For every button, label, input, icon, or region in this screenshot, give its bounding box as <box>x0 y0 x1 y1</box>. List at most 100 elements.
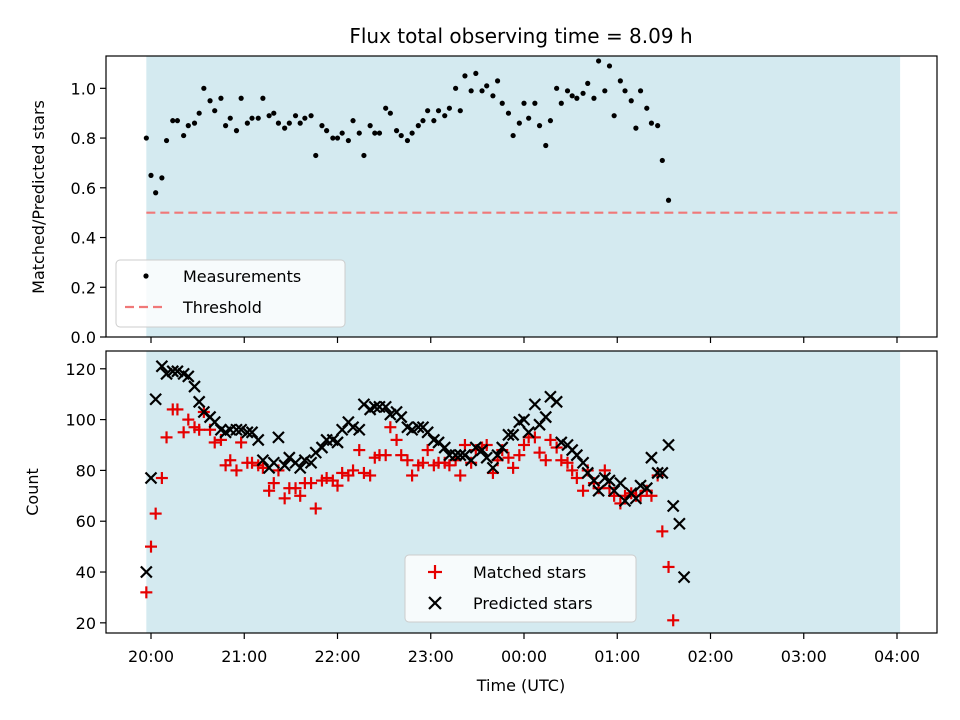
matched-star-point <box>518 439 530 451</box>
bottom-axes-frame <box>105 350 938 634</box>
predicted-star-point <box>182 370 195 383</box>
matched-star-point <box>140 586 153 599</box>
matched-star-point <box>294 489 307 502</box>
predicted-star-point <box>368 400 382 414</box>
measurement-point <box>490 93 496 99</box>
matched-star-point <box>267 477 280 490</box>
measurement-point <box>393 128 400 134</box>
predicted-star-point <box>640 481 654 495</box>
measurement-point <box>223 123 229 129</box>
matched-star-point <box>507 461 520 474</box>
top-y-ticks: 0.0 0.2 0.4 0.6 0.8 1.0 <box>71 79 106 347</box>
measurement-point <box>558 100 564 106</box>
measurement-point <box>420 118 426 124</box>
matched-star-point <box>539 454 552 467</box>
measurement-point <box>505 110 512 116</box>
x-tick-label: 22:00 <box>314 647 360 666</box>
measurement-point <box>153 190 159 196</box>
matched-star-point <box>406 469 419 482</box>
measurement-point <box>473 70 479 77</box>
legend-matched-label: Matched stars <box>473 563 586 582</box>
x-axis-label: Time (UTC) <box>476 676 565 695</box>
predicted-star-point <box>550 395 563 409</box>
measurement-point <box>387 110 393 116</box>
matched-star-point <box>320 472 333 485</box>
matched-star-point <box>256 461 269 474</box>
measurement-point <box>345 137 351 144</box>
matched-star-point <box>145 540 157 553</box>
predicted-star-point <box>677 570 691 584</box>
measurement-point <box>457 108 463 114</box>
measurement-point <box>617 78 623 84</box>
top-x-ticks <box>150 337 898 343</box>
predicted-star-point <box>144 471 158 485</box>
measurement-point <box>159 175 165 181</box>
measurement-point <box>212 108 218 114</box>
predicted-star-point <box>315 441 329 454</box>
matched-star-point <box>544 433 557 446</box>
predicted-star-point <box>645 451 658 464</box>
matched-star-point <box>502 451 515 464</box>
measurement-point <box>637 88 644 94</box>
matched-star-point <box>614 497 627 510</box>
predicted-star-point <box>272 431 285 444</box>
measurement-point <box>271 110 277 116</box>
y-tick-label: 0.2 <box>71 278 96 297</box>
matched-star-point <box>149 507 162 520</box>
measurement-point <box>404 137 411 144</box>
predicted-star-point <box>592 484 605 498</box>
measurement-point <box>628 98 634 104</box>
measurement-point <box>372 130 378 136</box>
legend-measurements-label: Measurements <box>183 267 301 286</box>
predicted-star-point <box>662 438 675 452</box>
predicted-star-point <box>506 428 520 442</box>
matched-star-point <box>570 472 583 485</box>
measurement-point <box>516 120 522 126</box>
measurement-point <box>319 123 325 129</box>
matched-star-point <box>357 466 370 479</box>
predicted-star-point <box>241 426 254 439</box>
measurement-point <box>191 120 198 126</box>
measurement-point <box>334 135 341 141</box>
measurement-point <box>665 197 672 203</box>
measurement-point <box>249 115 255 121</box>
x-tick-label: 03:00 <box>781 647 827 666</box>
measurement-point <box>286 120 292 126</box>
matched-star-point <box>656 525 669 538</box>
legend-predicted-marker <box>428 596 442 610</box>
predicted-star-point <box>278 459 291 472</box>
measurement-point <box>591 95 597 101</box>
matched-star-point <box>416 456 429 469</box>
matched-star-point <box>305 477 318 490</box>
predicted-star-point <box>576 456 590 470</box>
measurement-point <box>255 115 261 121</box>
predicted-star-point <box>629 492 643 505</box>
measurement-point <box>415 123 421 129</box>
measurement-point <box>302 115 308 121</box>
predicted-star-point <box>394 410 408 424</box>
measurement-point <box>585 80 591 86</box>
measurement-point <box>655 123 661 129</box>
matched-star-point <box>528 431 541 444</box>
predicted-star-point <box>614 476 627 490</box>
predicted-star-point <box>475 443 489 457</box>
predicted-star-point <box>491 448 504 462</box>
matched-star-point <box>533 446 546 459</box>
top-y-axis-label: Matched/Predicted stars <box>29 100 48 294</box>
matched-star-point <box>513 449 526 462</box>
measurement-point <box>442 113 448 119</box>
measurement-point <box>569 93 575 99</box>
y-tick-label: 100 <box>65 411 96 430</box>
measurement-point <box>148 172 154 178</box>
predicted-star-point <box>480 451 493 464</box>
matched-star-point <box>224 454 237 467</box>
measurement-point <box>468 88 474 94</box>
measurement-point <box>479 88 485 94</box>
predicted-star-point <box>166 365 180 378</box>
legend-threshold-label: Threshold <box>182 298 262 317</box>
predicted-star-point <box>352 423 366 437</box>
measurement-point <box>143 135 149 141</box>
matched-star-point <box>454 469 467 482</box>
measurement-point <box>383 105 389 111</box>
matched-star-point <box>561 456 574 469</box>
